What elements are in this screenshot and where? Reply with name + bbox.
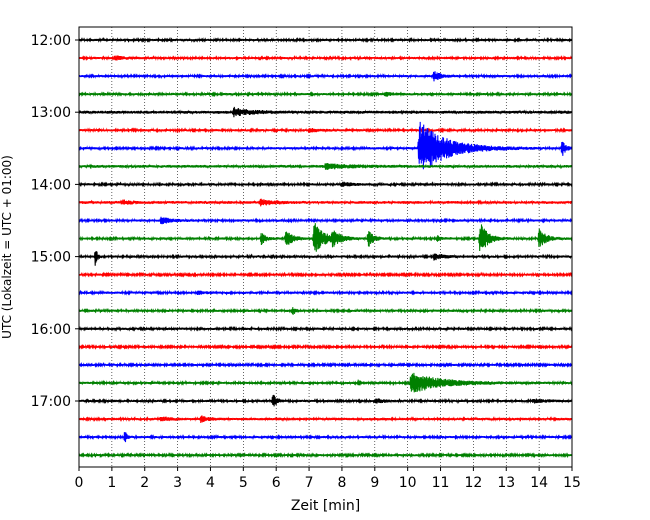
x-tick-label: 7 xyxy=(305,475,314,491)
trace-1200 xyxy=(78,36,573,44)
trace-1415 xyxy=(78,198,573,207)
trace-1400 xyxy=(78,181,573,188)
x-tick-label: 0 xyxy=(75,475,84,491)
y-tick-label: 16:00 xyxy=(31,322,71,338)
trace-1300 xyxy=(78,106,573,118)
x-tick-label: 11 xyxy=(432,475,450,491)
x-tick-label: 1 xyxy=(107,475,116,491)
x-tick-label: 5 xyxy=(239,475,248,491)
trace-1500 xyxy=(78,251,573,266)
trace-1700 xyxy=(78,394,573,407)
y-axis-label: UTC (Lokalzeit = UTC + 01:00) xyxy=(0,155,14,339)
y-tick-label: 13:00 xyxy=(31,105,71,121)
y-axis: 12:00 13:00 14:00 15:00 16:00 17:00 xyxy=(31,33,79,410)
x-tick-label: 2 xyxy=(140,475,149,491)
trace-group xyxy=(78,36,573,459)
trace-1615 xyxy=(78,343,573,350)
trace-1730 xyxy=(78,432,573,443)
x-tick-label: 6 xyxy=(272,475,281,491)
trace-1515 xyxy=(78,271,573,278)
trace-1630 xyxy=(78,361,573,368)
trace-1430 xyxy=(78,216,573,225)
trace-1645 xyxy=(78,372,573,393)
trace-1715 xyxy=(78,415,573,424)
x-axis: 0 1 2 3 4 5 6 7 8 9 10 11 12 13 14 15 xyxy=(75,467,581,491)
x-tick-label: 13 xyxy=(497,475,515,491)
x-tick-label: 14 xyxy=(530,475,548,491)
x-tick-label: 12 xyxy=(464,475,482,491)
trace-1600 xyxy=(78,325,573,332)
y-tick-label: 17:00 xyxy=(31,394,71,410)
trace-1330 xyxy=(78,121,573,170)
trace-1245 xyxy=(78,91,573,98)
x-tick-label: 15 xyxy=(563,475,581,491)
x-tick-label: 3 xyxy=(173,475,182,491)
y-tick-label: 14:00 xyxy=(31,177,71,193)
vertical-grid xyxy=(111,27,540,467)
trace-1215 xyxy=(78,55,573,62)
x-tick-label: 10 xyxy=(399,475,417,491)
y-tick-label: 12:00 xyxy=(31,33,71,49)
y-tick-label: 15:00 xyxy=(31,250,71,266)
trace-1530 xyxy=(78,289,573,296)
trace-1345 xyxy=(78,162,573,170)
x-tick-label: 4 xyxy=(206,475,215,491)
x-axis-label: Zeit [min] xyxy=(291,498,360,514)
plot-frame xyxy=(78,26,573,468)
trace-1745 xyxy=(78,452,573,459)
trace-1315 xyxy=(78,127,573,134)
trace-1445 xyxy=(78,223,573,252)
trace-1230 xyxy=(78,71,573,82)
x-tick-label: 8 xyxy=(337,475,346,491)
x-tick-label: 9 xyxy=(370,475,379,491)
trace-1545 xyxy=(78,307,573,315)
